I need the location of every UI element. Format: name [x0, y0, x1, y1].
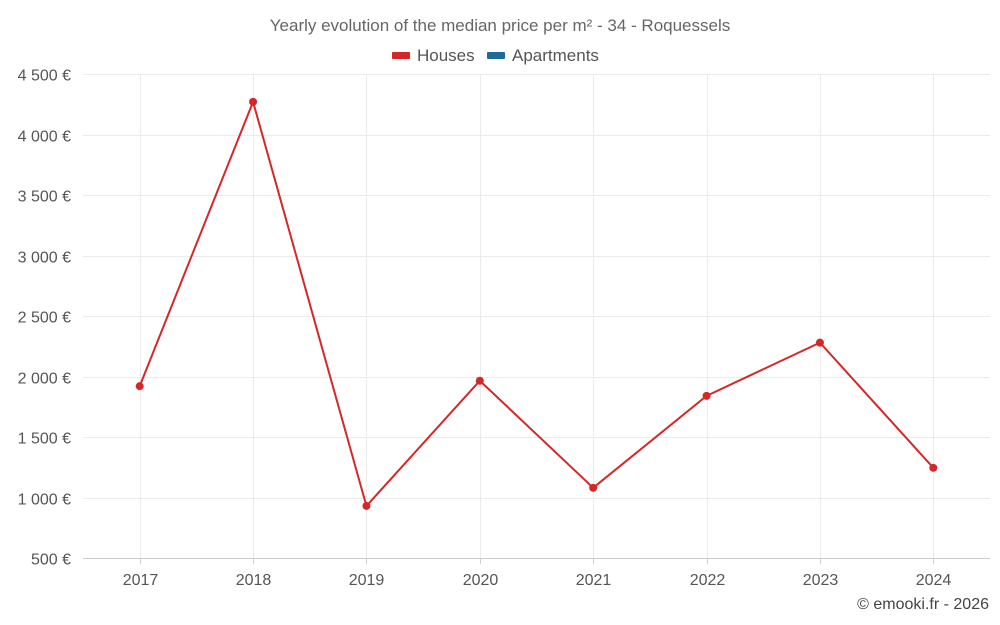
- legend-label-houses[interactable]: Houses: [417, 46, 475, 65]
- data-point-2020[interactable]: [475, 376, 484, 385]
- y-tick-label: 3 500 €: [18, 189, 71, 206]
- x-tick-label: 2019: [349, 572, 385, 589]
- data-point-2022[interactable]: [702, 391, 711, 400]
- legend-label-apartments[interactable]: Apartments: [512, 46, 599, 65]
- y-tick-label: 1 500 €: [18, 431, 71, 448]
- y-tick-label: 4 000 €: [18, 129, 71, 146]
- y-tick-label: 4 500 €: [18, 68, 71, 85]
- y-tick-label: 500 €: [31, 552, 71, 569]
- y-axis: 500 € 1 000 € 1 500 € 2 000 € 2 500 € 3 000 €…: [18, 68, 71, 569]
- data-point-2018[interactable]: [249, 97, 258, 106]
- x-tick-label: 2024: [916, 572, 952, 589]
- x-tick-label: 2018: [236, 572, 272, 589]
- data-point-2024[interactable]: [929, 463, 938, 472]
- credit-text: © emooki.fr - 2026: [857, 596, 989, 613]
- data-point-2019[interactable]: [362, 501, 371, 510]
- y-tick-label: 1 000 €: [18, 492, 71, 509]
- y-tick-label: 3 000 €: [18, 250, 71, 267]
- x-tick-label: 2021: [576, 572, 612, 589]
- x-tick-label: 2017: [123, 572, 159, 589]
- chart-title: Yearly evolution of the median price per…: [270, 16, 731, 35]
- legend-swatch-apartments: [487, 52, 505, 59]
- x-tick-label: 2020: [463, 572, 499, 589]
- x-axis: 2017 2018 2019 2020 2021 2022 2023 2024: [83, 558, 990, 589]
- legend-swatch-houses: [392, 52, 410, 59]
- x-tick-label: 2022: [690, 572, 726, 589]
- series-houses: [135, 97, 938, 510]
- series-line-houses: [138, 100, 935, 507]
- grid: [83, 74, 990, 558]
- data-point-2021[interactable]: [589, 483, 598, 492]
- data-point-2017[interactable]: [135, 382, 144, 391]
- legend: Houses Apartments: [392, 46, 599, 65]
- y-tick-label: 2 000 €: [18, 371, 71, 388]
- y-tick-label: 2 500 €: [18, 310, 71, 327]
- data-point-2023[interactable]: [815, 338, 824, 347]
- x-tick-label: 2023: [803, 572, 839, 589]
